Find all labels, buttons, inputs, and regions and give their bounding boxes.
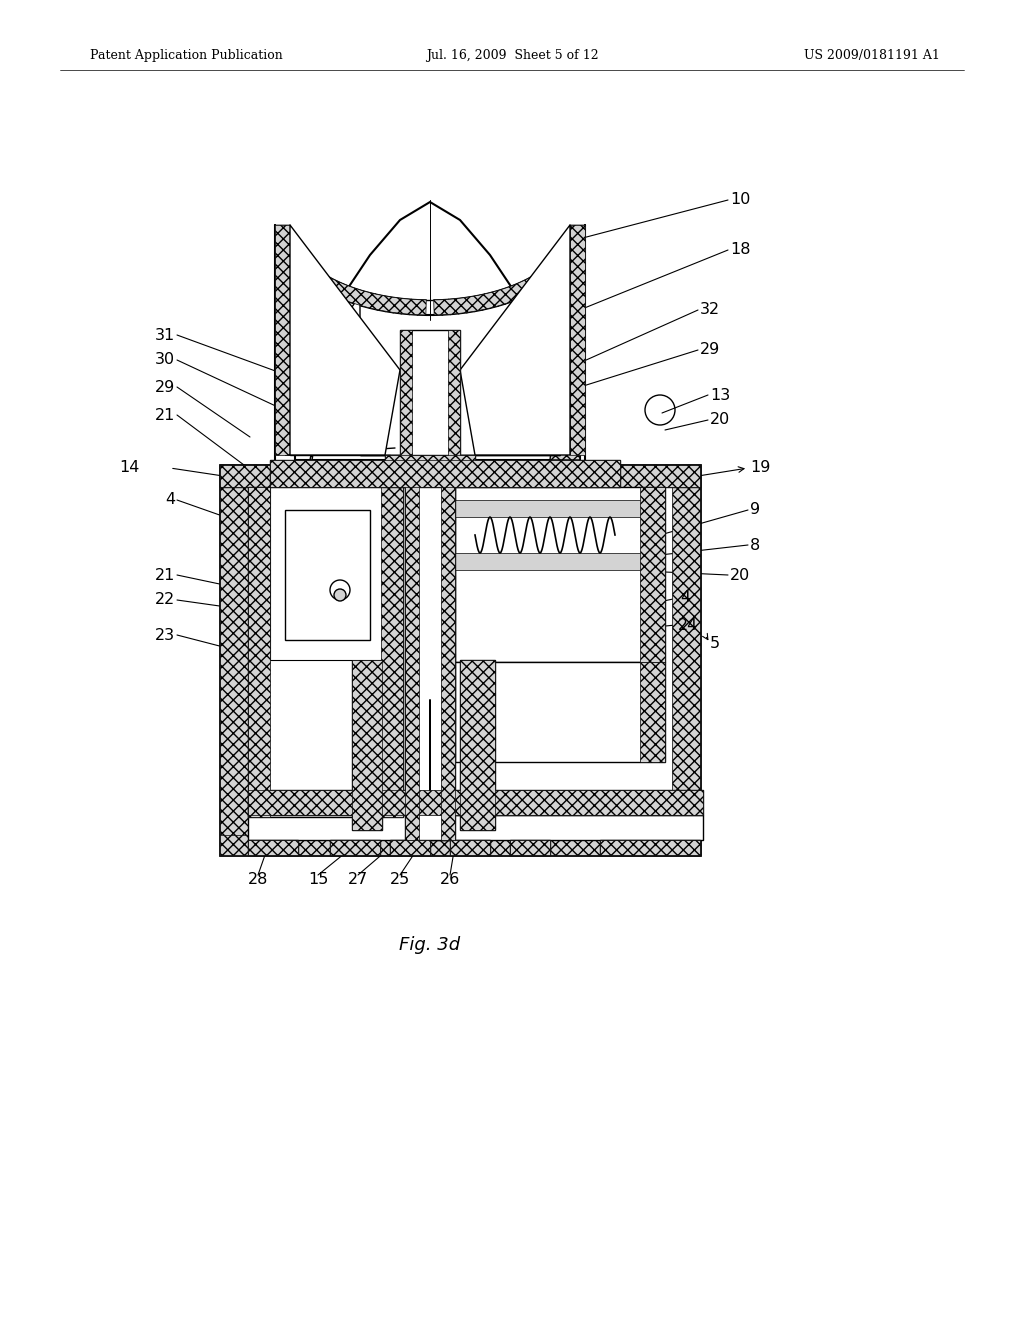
Bar bbox=[460, 660, 495, 830]
Text: 21: 21 bbox=[155, 568, 175, 582]
Text: 14: 14 bbox=[120, 461, 140, 475]
Text: 21: 21 bbox=[155, 408, 175, 422]
Bar bbox=[406, 480, 419, 840]
Bar bbox=[270, 459, 620, 487]
Polygon shape bbox=[290, 224, 400, 455]
Polygon shape bbox=[570, 224, 585, 455]
Polygon shape bbox=[550, 290, 580, 459]
Bar bbox=[220, 465, 700, 487]
Text: 22: 22 bbox=[155, 593, 175, 607]
Polygon shape bbox=[434, 224, 585, 315]
Bar bbox=[330, 840, 380, 855]
Bar bbox=[220, 465, 248, 855]
Text: 29: 29 bbox=[155, 380, 175, 395]
Text: 8: 8 bbox=[750, 537, 760, 553]
Text: 18: 18 bbox=[730, 243, 751, 257]
Bar bbox=[270, 459, 620, 487]
Text: 5: 5 bbox=[710, 635, 720, 651]
Bar bbox=[220, 836, 700, 855]
Bar bbox=[460, 660, 495, 830]
Bar bbox=[510, 840, 550, 855]
Bar bbox=[455, 553, 665, 570]
Bar bbox=[600, 840, 700, 855]
Bar bbox=[672, 465, 700, 855]
Text: 10: 10 bbox=[730, 193, 751, 207]
Polygon shape bbox=[275, 224, 290, 455]
Bar bbox=[455, 500, 665, 517]
Bar bbox=[330, 840, 380, 855]
Polygon shape bbox=[285, 294, 360, 455]
Text: 23: 23 bbox=[155, 627, 175, 643]
Bar bbox=[248, 487, 403, 817]
Bar bbox=[248, 789, 703, 814]
Bar bbox=[640, 487, 665, 663]
Bar bbox=[385, 455, 475, 473]
Polygon shape bbox=[460, 224, 570, 455]
Bar bbox=[248, 814, 703, 840]
Text: 26: 26 bbox=[440, 873, 460, 887]
Bar bbox=[248, 840, 298, 855]
Text: 30: 30 bbox=[155, 352, 175, 367]
Polygon shape bbox=[295, 294, 340, 459]
Bar bbox=[455, 487, 665, 663]
Text: 13: 13 bbox=[710, 388, 730, 403]
Text: 9: 9 bbox=[750, 503, 760, 517]
Text: 19: 19 bbox=[750, 461, 770, 475]
Polygon shape bbox=[295, 202, 580, 459]
Text: 32: 32 bbox=[700, 302, 720, 318]
Bar bbox=[441, 480, 455, 840]
Text: Fig. 3d: Fig. 3d bbox=[399, 936, 461, 954]
Bar bbox=[449, 330, 460, 459]
Bar bbox=[352, 660, 382, 830]
Bar bbox=[640, 663, 665, 762]
Bar bbox=[450, 840, 490, 855]
Bar bbox=[390, 840, 430, 855]
Polygon shape bbox=[285, 510, 370, 640]
Text: 4: 4 bbox=[165, 492, 175, 507]
Bar bbox=[248, 789, 703, 814]
Text: 24: 24 bbox=[678, 618, 698, 632]
Bar bbox=[455, 663, 665, 762]
Bar bbox=[510, 840, 550, 855]
Text: 31: 31 bbox=[155, 327, 175, 342]
Bar bbox=[385, 455, 475, 473]
Text: 20: 20 bbox=[710, 412, 730, 428]
Text: 29: 29 bbox=[700, 342, 720, 358]
Bar bbox=[220, 465, 700, 487]
Text: 15: 15 bbox=[308, 873, 328, 887]
Text: 25: 25 bbox=[390, 873, 411, 887]
Bar bbox=[352, 660, 382, 830]
Text: 28: 28 bbox=[248, 873, 268, 887]
Circle shape bbox=[334, 589, 346, 601]
Text: 4: 4 bbox=[680, 590, 690, 606]
Text: 27: 27 bbox=[348, 873, 368, 887]
Bar bbox=[406, 480, 455, 840]
Bar bbox=[220, 465, 700, 855]
Bar bbox=[600, 840, 700, 855]
Text: 20: 20 bbox=[730, 568, 751, 582]
Bar bbox=[450, 840, 490, 855]
Bar bbox=[248, 840, 298, 855]
Text: Patent Application Publication: Patent Application Publication bbox=[90, 49, 283, 62]
Text: Jul. 16, 2009  Sheet 5 of 12: Jul. 16, 2009 Sheet 5 of 12 bbox=[426, 49, 598, 62]
Bar bbox=[390, 840, 430, 855]
Bar bbox=[381, 487, 403, 817]
Bar bbox=[248, 487, 270, 817]
Polygon shape bbox=[275, 224, 426, 315]
Bar bbox=[400, 330, 460, 459]
Polygon shape bbox=[270, 487, 382, 660]
Text: US 2009/0181191 A1: US 2009/0181191 A1 bbox=[804, 49, 940, 62]
Bar bbox=[400, 330, 412, 459]
